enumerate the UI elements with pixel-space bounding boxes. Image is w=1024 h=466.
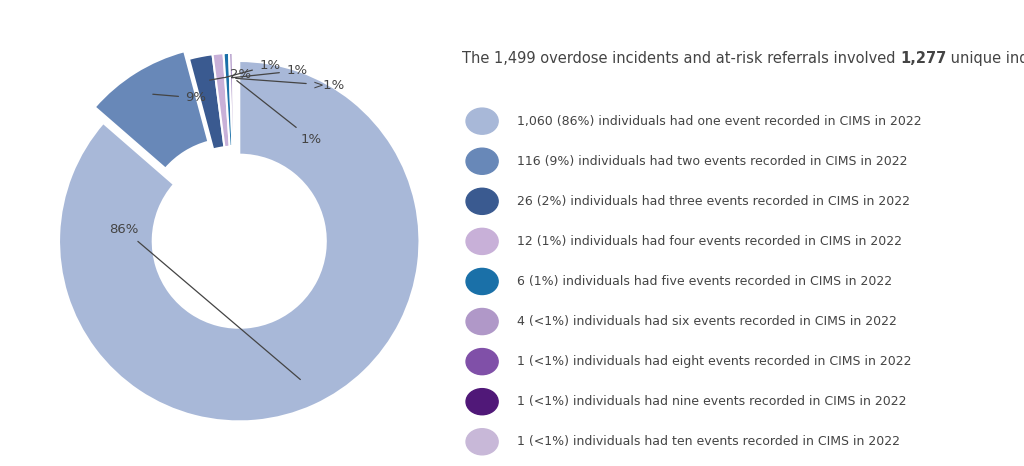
Wedge shape bbox=[95, 51, 209, 169]
Text: 6 (1%) individuals had five events recorded in CIMS in 2022: 6 (1%) individuals had five events recor… bbox=[516, 275, 892, 288]
Text: 86%: 86% bbox=[110, 223, 300, 379]
Text: 1,060 (86%) individuals had one event recorded in CIMS in 2022: 1,060 (86%) individuals had one event re… bbox=[516, 115, 922, 128]
Text: 12 (1%) individuals had four events recorded in CIMS in 2022: 12 (1%) individuals had four events reco… bbox=[516, 235, 901, 248]
Text: 1 (<1%) individuals had nine events recorded in CIMS in 2022: 1 (<1%) individuals had nine events reco… bbox=[516, 395, 906, 408]
Circle shape bbox=[466, 308, 498, 335]
Text: 1%: 1% bbox=[224, 59, 281, 78]
Text: 1%: 1% bbox=[231, 64, 307, 78]
Text: 2%: 2% bbox=[210, 68, 252, 81]
Circle shape bbox=[466, 148, 498, 174]
Text: 1 (<1%) individuals had eight events recorded in CIMS in 2022: 1 (<1%) individuals had eight events rec… bbox=[516, 355, 911, 368]
Circle shape bbox=[466, 228, 498, 254]
Text: 4 (<1%) individuals had six events recorded in CIMS in 2022: 4 (<1%) individuals had six events recor… bbox=[516, 315, 896, 328]
Text: The 1,499 overdose incidents and at-risk referrals involved: The 1,499 overdose incidents and at-risk… bbox=[462, 51, 900, 66]
Wedge shape bbox=[229, 53, 234, 146]
Circle shape bbox=[466, 268, 498, 295]
Circle shape bbox=[466, 389, 498, 415]
Text: 116 (9%) individuals had two events recorded in CIMS in 2022: 116 (9%) individuals had two events reco… bbox=[516, 155, 907, 168]
Circle shape bbox=[466, 108, 498, 134]
Circle shape bbox=[466, 349, 498, 375]
Wedge shape bbox=[189, 54, 224, 150]
Wedge shape bbox=[59, 61, 420, 421]
Text: >1%: >1% bbox=[236, 78, 345, 92]
Wedge shape bbox=[233, 53, 236, 146]
Text: 1 (<1%) individuals had ten events recorded in CIMS in 2022: 1 (<1%) individuals had ten events recor… bbox=[516, 435, 899, 448]
Text: 9%: 9% bbox=[153, 91, 207, 104]
Wedge shape bbox=[223, 53, 232, 147]
Wedge shape bbox=[232, 53, 234, 146]
Wedge shape bbox=[213, 53, 229, 147]
Circle shape bbox=[466, 188, 498, 214]
Text: 1%: 1% bbox=[237, 81, 322, 146]
Circle shape bbox=[466, 429, 498, 455]
Text: 26 (2%) individuals had three events recorded in CIMS in 2022: 26 (2%) individuals had three events rec… bbox=[516, 195, 909, 208]
Text: unique individuals.: unique individuals. bbox=[946, 51, 1024, 66]
Text: 1,277: 1,277 bbox=[900, 51, 946, 66]
